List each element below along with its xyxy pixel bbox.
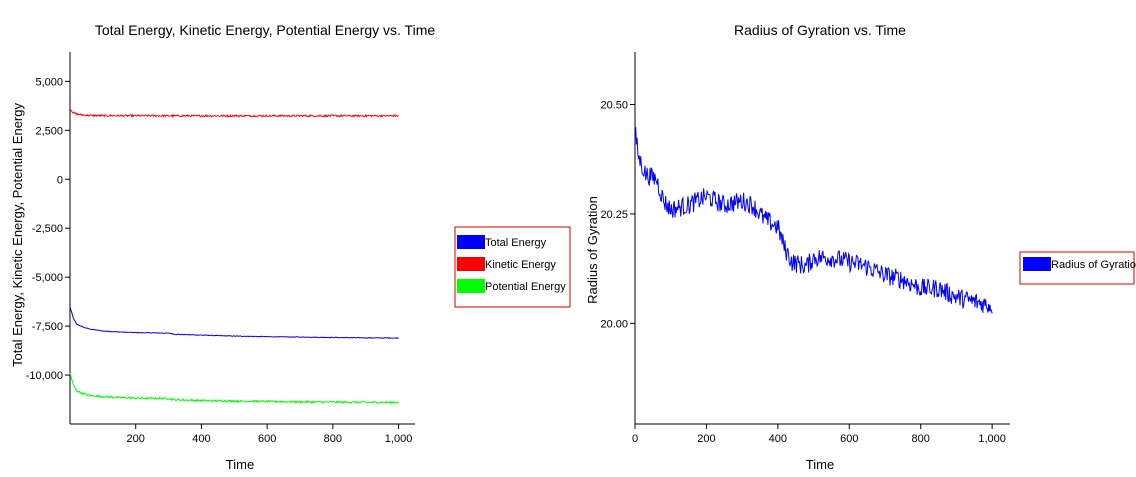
energy-y-tick-label: -2,500	[32, 223, 63, 235]
energy-y-tick-label: 0	[57, 174, 63, 186]
energy-x-tick-label: 800	[324, 433, 342, 445]
legend-label-potential-energy: Potential Energy	[485, 281, 566, 293]
energy-x-tick-label: 600	[258, 433, 276, 445]
legend-swatch-total-energy	[457, 235, 485, 249]
energy-y-tick-label: 2,500	[35, 125, 63, 137]
energy-x-tick-label: 1,000	[385, 433, 413, 445]
gyration-x-tick-label: 400	[769, 433, 787, 445]
series-line-kinetic-energy	[69, 109, 399, 118]
energy-chart-title: Total Energy, Kinetic Energy, Potential …	[95, 22, 436, 38]
gyration-x-tick-label: 1,000	[978, 433, 1006, 445]
energy-chart-y-axis-label: Total Energy, Kinetic Energy, Potential …	[10, 103, 25, 367]
energy-chart: Total Energy, Kinetic Energy, Potential …	[10, 22, 571, 472]
gyration-x-tick-label: 600	[840, 433, 858, 445]
gyration-chart-title: Radius of Gyration vs. Time	[734, 22, 906, 38]
gyration-chart-y-axis-label: Radius of Gyration	[585, 196, 600, 304]
gyration-chart-x-axis-label: Time	[806, 457, 834, 472]
legend-swatch-kinetic-energy	[457, 257, 485, 271]
gyration-y-tick-label: 20.50	[600, 100, 628, 112]
legend-label-total-energy: Total Energy	[485, 237, 547, 249]
energy-y-tick-label: 5,000	[35, 76, 63, 88]
legend-label-kinetic-energy: Kinetic Energy	[485, 259, 556, 271]
series-line-potential-energy	[69, 372, 399, 405]
gyration-x-tick-label: 0	[632, 433, 638, 445]
gyration-chart-legend: Radius of Gyration	[1019, 251, 1136, 285]
energy-chart-legend: Total Energy Kinetic Energy Potential En…	[454, 226, 571, 308]
gyration-x-tick-label: 800	[912, 433, 930, 445]
energy-y-tick-label: -10,000	[26, 370, 63, 382]
gyration-y-tick-label: 20.25	[600, 209, 628, 221]
legend-swatch-radius-of-gyration	[1023, 257, 1051, 271]
series-line-radius-of-gyration	[634, 127, 993, 314]
gyration-chart: Radius of Gyration vs. Time Time Radius …	[585, 22, 1136, 472]
legend-label-radius-of-gyration: Radius of Gyration	[1051, 259, 1136, 271]
gyration-y-tick-label: 20.00	[600, 318, 628, 330]
energy-x-tick-label: 400	[192, 433, 210, 445]
energy-chart-x-axis-label: Time	[226, 457, 254, 472]
series-line-total-energy	[69, 306, 399, 339]
energy-y-tick-label: -7,500	[32, 321, 63, 333]
energy-x-tick-label: 200	[127, 433, 145, 445]
energy-y-tick-label: -5,000	[32, 272, 63, 284]
legend-swatch-potential-energy	[457, 279, 485, 293]
gyration-x-tick-label: 200	[697, 433, 715, 445]
